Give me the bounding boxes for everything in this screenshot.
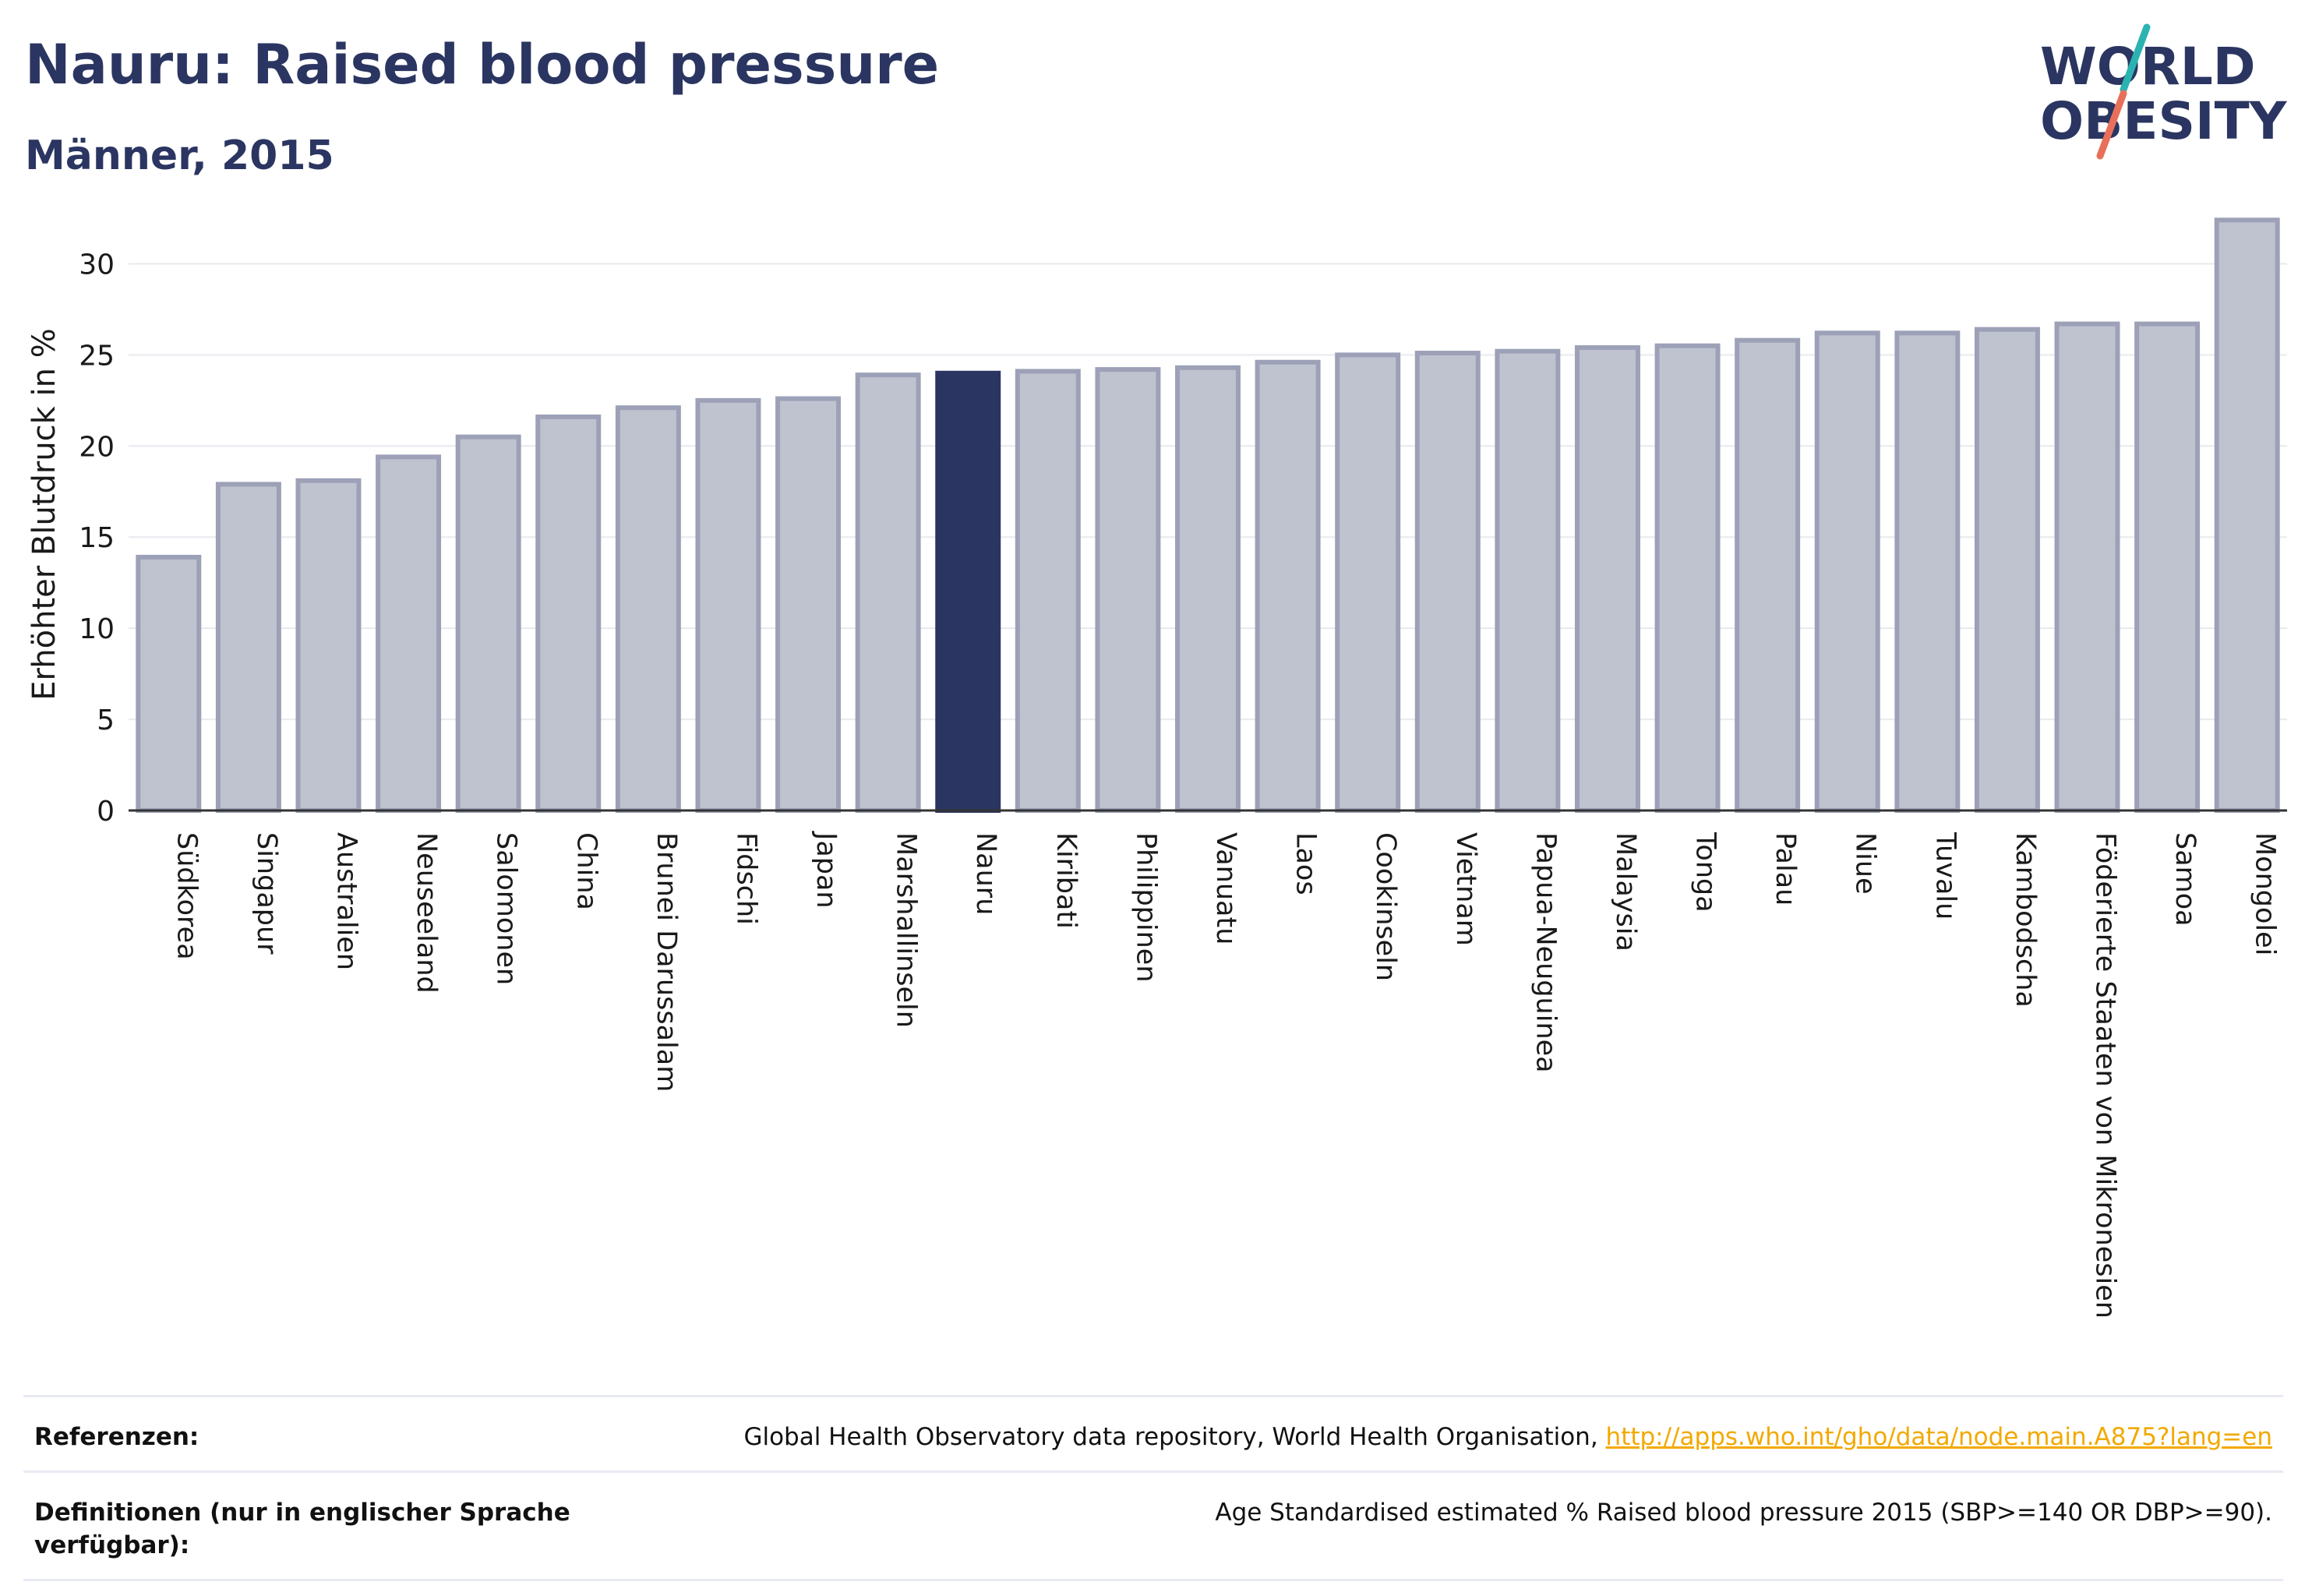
- y-tick-label: 20: [79, 431, 115, 463]
- references-label: Referenzen:: [34, 1423, 199, 1451]
- x-tick-label: Singapur: [251, 832, 282, 955]
- x-tick-label: Laos: [1290, 832, 1322, 895]
- references-text: Global Health Observatory data repositor…: [743, 1423, 1606, 1451]
- y-tick-label: 15: [79, 522, 115, 554]
- bar: [1654, 343, 1721, 813]
- x-tick-label: Papua-Neuguinea: [1530, 832, 1561, 1073]
- bar-highlighted: [935, 370, 1001, 813]
- y-tick-label: 5: [97, 704, 115, 736]
- bar-chart: 0 5 10 15 20 25 30 Südkorea Singapur Australien N…: [26, 217, 2287, 1319]
- bar: [1495, 348, 1561, 813]
- bar: [136, 554, 202, 813]
- references-row: Referenzen: Global Health Observatory da…: [23, 1395, 2283, 1471]
- x-tick-label: China: [570, 832, 602, 910]
- x-tick-label: Vietnam: [1450, 832, 1481, 946]
- y-tick-label: 0: [97, 796, 115, 828]
- x-tick-label: Cookinseln: [1370, 832, 1401, 981]
- x-tick-label: Niue: [1850, 832, 1881, 895]
- bar: [1175, 365, 1241, 813]
- bar: [855, 373, 921, 814]
- bar: [2214, 217, 2280, 814]
- x-tick-label: Palau: [1770, 832, 1801, 906]
- bar: [455, 434, 521, 813]
- references-link[interactable]: http://apps.who.int/gho/data/node.main.A…: [1605, 1423, 2272, 1451]
- world-obesity-logo: WORLD OBESITY: [2040, 23, 2288, 160]
- x-tick-label: Tuvalu: [1929, 832, 1961, 920]
- x-tick-label: Tonga: [1690, 832, 1721, 913]
- chart-title: Nauru: Raised blood pressure: [25, 33, 940, 97]
- references-value: Global Health Observatory data repositor…: [743, 1421, 2272, 1453]
- bar: [695, 397, 761, 814]
- bar: [1095, 367, 1161, 814]
- bar: [615, 405, 681, 813]
- x-tick-label: Malaysia: [1610, 832, 1641, 952]
- bar: [1974, 327, 2040, 813]
- bar: [295, 478, 362, 813]
- x-tick-label: Australien: [330, 832, 362, 970]
- bar: [535, 414, 602, 813]
- chart-subtitle: Männer, 2015: [25, 132, 334, 179]
- bar: [1894, 330, 1961, 814]
- y-axis-label: Erhöhter Blutdruck in %: [26, 328, 62, 700]
- x-tick-label: Kiribati: [1050, 832, 1082, 929]
- y-tick-label: 10: [79, 613, 115, 645]
- bar: [1335, 352, 1401, 813]
- bars: [136, 217, 2280, 814]
- x-tick-label: Fidschi: [730, 832, 761, 925]
- bar: [1255, 359, 1321, 813]
- axes: 0 5 10 15 20 25 30: [79, 249, 2287, 828]
- x-tick-label: Kambodscha: [2010, 832, 2041, 1008]
- x-tick-label: Mongolei: [2250, 832, 2281, 955]
- y-tick-label: 25: [79, 340, 115, 372]
- bar: [376, 454, 442, 813]
- bar: [1814, 330, 1880, 814]
- x-tick-label: Südkorea: [171, 832, 202, 960]
- logo-slash-upper: [2120, 23, 2151, 94]
- bar: [1414, 351, 1481, 814]
- x-tick-label: Vanuatu: [1210, 832, 1241, 945]
- bar: [2134, 321, 2201, 813]
- x-tick-label: Brunei Darussalam: [651, 832, 682, 1092]
- x-tick-label: Samoa: [2169, 832, 2201, 927]
- x-tick-label: Salomonen: [491, 832, 522, 985]
- definitions-label: Definitionen (nur in englischer Sprache …: [34, 1499, 570, 1559]
- bar: [1735, 337, 1801, 813]
- logo-slash-lower: [2096, 90, 2127, 160]
- bar: [775, 396, 842, 813]
- x-tick-label: Neuseeland: [411, 832, 442, 994]
- bar: [1015, 369, 1081, 813]
- bar: [1574, 345, 1640, 813]
- logo-line-2: OBESITY: [2040, 91, 2288, 151]
- x-tick-label: Philippinen: [1130, 832, 1161, 983]
- definitions-row: Definitionen (nur in englischer Sprache …: [23, 1471, 2283, 1581]
- definitions-value: Age Standardised estimated % Raised bloo…: [1215, 1499, 2272, 1527]
- category-labels: Südkorea Singapur Australien Neuseeland Salo…: [171, 831, 2280, 1319]
- logo-line-1: WORLD: [2040, 37, 2256, 97]
- footer-table: Referenzen: Global Health Observatory da…: [23, 1395, 2283, 1581]
- x-tick-label: Föderierte Staaten von Mikronesien: [2090, 832, 2121, 1319]
- x-tick-label: Marshallinseln: [891, 832, 922, 1028]
- x-tick-label: Japan: [810, 831, 842, 909]
- y-tick-label: 30: [79, 249, 115, 281]
- x-tick-label: Nauru: [970, 832, 1001, 915]
- bar: [215, 482, 281, 813]
- bar: [2054, 321, 2120, 813]
